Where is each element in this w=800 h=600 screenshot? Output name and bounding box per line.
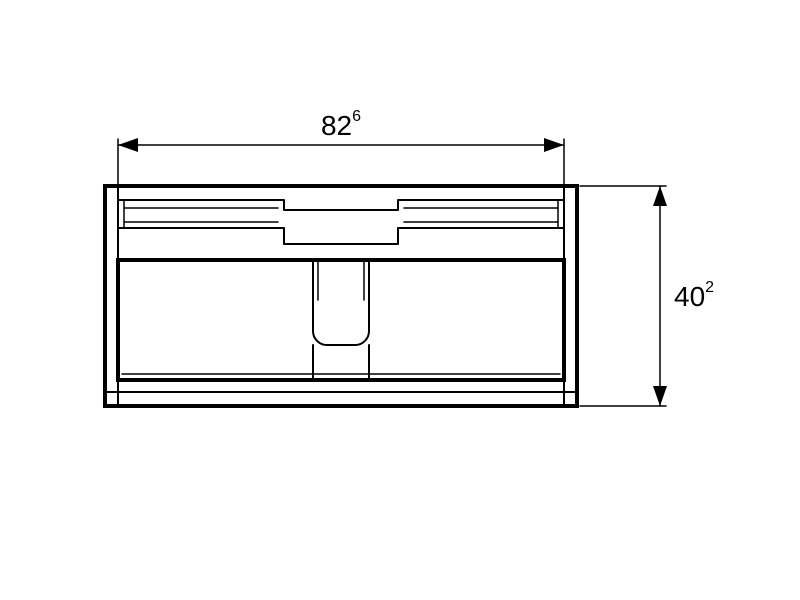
technical-drawing: 826 402: [0, 0, 800, 600]
top-tray: [118, 200, 564, 244]
dimension-height-label: 402: [674, 279, 714, 312]
dimension-width: 826: [118, 108, 564, 188]
drawer-body: [118, 260, 564, 380]
dimension-height: 402: [580, 186, 714, 406]
cabinet-outline: [105, 186, 577, 406]
dimension-width-label: 826: [321, 108, 361, 141]
